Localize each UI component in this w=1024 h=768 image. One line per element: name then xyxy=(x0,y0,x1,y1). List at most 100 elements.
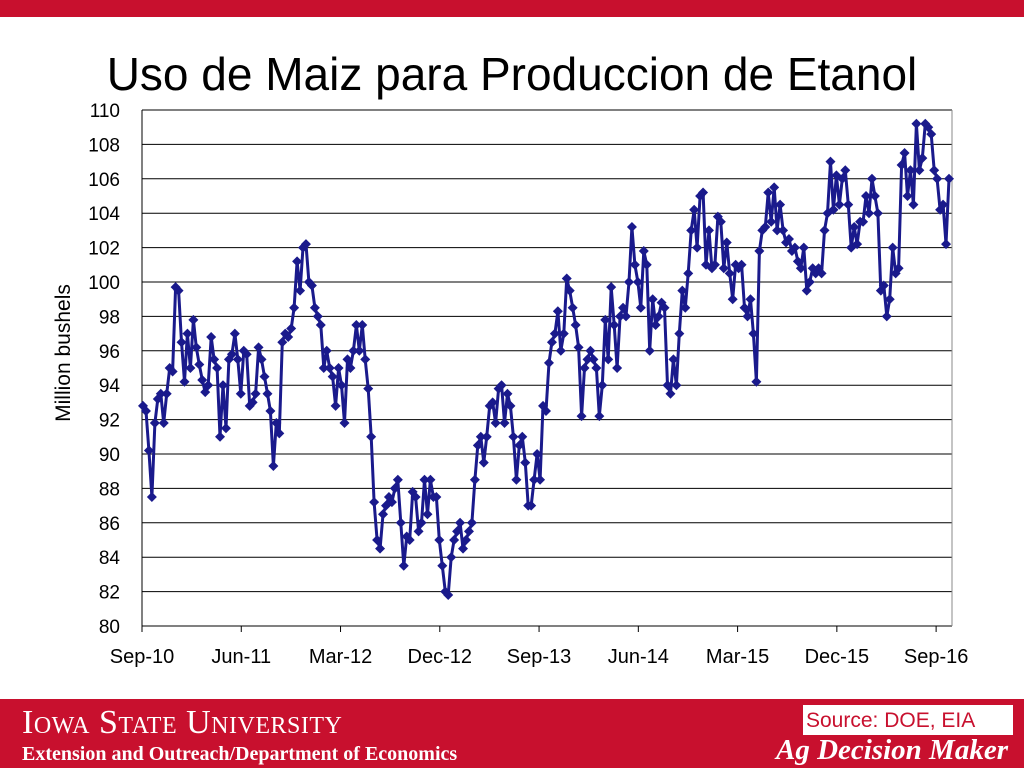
data-point xyxy=(748,328,759,339)
y-tick-label: 80 xyxy=(99,617,120,638)
data-point xyxy=(191,342,202,353)
data-point xyxy=(564,285,575,296)
data-point xyxy=(330,400,341,411)
data-point xyxy=(872,208,883,219)
x-tick-label: Mar-15 xyxy=(706,646,769,668)
data-point xyxy=(351,320,362,330)
data-point xyxy=(176,337,187,348)
data-point xyxy=(680,302,691,313)
data-point xyxy=(938,199,949,210)
data-point xyxy=(917,153,928,164)
data-point xyxy=(721,237,732,248)
data-point xyxy=(944,173,954,184)
data-point xyxy=(215,431,226,442)
data-point xyxy=(286,323,297,334)
data-point xyxy=(182,328,193,339)
data-point xyxy=(173,285,184,296)
university-name: Iowa State University xyxy=(22,704,343,741)
y-tick-label: 86 xyxy=(99,514,120,535)
data-point xyxy=(241,349,252,360)
data-point xyxy=(629,259,640,270)
data-point xyxy=(218,380,229,391)
data-point xyxy=(878,280,889,291)
data-point xyxy=(342,354,353,365)
x-tick-label: Dec-15 xyxy=(805,646,869,668)
data-point xyxy=(425,474,436,485)
data-point xyxy=(517,431,528,442)
data-point xyxy=(686,225,697,236)
data-point xyxy=(188,314,199,325)
data-point xyxy=(348,345,359,356)
data-point xyxy=(582,354,593,365)
data-point xyxy=(283,332,294,343)
y-tick-label: 92 xyxy=(99,411,120,432)
data-point xyxy=(392,474,403,485)
data-point xyxy=(751,376,762,387)
y-tick-label: 108 xyxy=(88,135,120,156)
data-point xyxy=(274,428,285,439)
data-point xyxy=(763,187,774,198)
data-point xyxy=(209,354,220,365)
data-point xyxy=(881,311,892,322)
data-point xyxy=(703,225,714,236)
data-point xyxy=(783,234,794,244)
data-point xyxy=(321,345,332,356)
data-point xyxy=(496,380,507,391)
data-point xyxy=(158,418,169,429)
data-point xyxy=(404,535,415,545)
y-tick-label: 88 xyxy=(99,479,120,500)
data-point xyxy=(724,268,735,279)
data-point xyxy=(635,302,646,313)
source-text: Source: DOE, EIA xyxy=(806,709,976,732)
data-point xyxy=(250,388,261,399)
y-tick-label: 98 xyxy=(99,307,120,328)
ethanol-corn-use-chart: 80 82 84 86 88 90 92 94 96 98 100 102 104 106 108 110 Se… xyxy=(52,101,968,668)
data-point xyxy=(434,535,445,545)
data-point xyxy=(858,216,869,227)
y-tick-label: 94 xyxy=(99,376,121,397)
data-point xyxy=(146,492,157,502)
data-point xyxy=(641,259,652,270)
data-point xyxy=(908,199,919,210)
slide-title: Uso de Maiz para Produccion de Etanol xyxy=(106,48,918,100)
data-point xyxy=(905,165,916,176)
x-tick-label: Sep-13 xyxy=(507,646,572,668)
data-point xyxy=(511,474,522,485)
x-tick-label: Jun-14 xyxy=(608,646,669,668)
data-point xyxy=(677,285,688,296)
data-point xyxy=(386,497,397,508)
data-point xyxy=(229,328,240,339)
data-point xyxy=(546,337,557,348)
data-point xyxy=(804,277,815,287)
data-point xyxy=(514,440,525,451)
x-tick-label: Jun-11 xyxy=(211,646,271,668)
y-tick-label: 100 xyxy=(88,273,120,294)
data-point xyxy=(220,423,231,434)
data-point xyxy=(416,517,427,528)
y-tick-label: 84 xyxy=(99,548,121,569)
data-point xyxy=(914,165,925,176)
data-point xyxy=(333,363,344,373)
data-point xyxy=(588,354,599,365)
data-point xyxy=(555,345,566,356)
data-point xyxy=(600,314,611,325)
data-point xyxy=(306,280,317,291)
data-point xyxy=(262,388,273,399)
y-tick-label: 90 xyxy=(99,445,120,466)
data-point xyxy=(795,263,806,274)
data-point xyxy=(206,332,217,343)
data-point xyxy=(167,366,178,377)
data-point xyxy=(603,354,614,365)
data-point xyxy=(727,294,738,305)
data-point xyxy=(194,359,205,370)
data-point xyxy=(837,173,848,184)
data-point xyxy=(653,311,664,322)
data-point xyxy=(692,242,703,253)
data-point xyxy=(185,363,196,373)
data-point xyxy=(606,282,617,293)
data-point xyxy=(143,445,154,456)
x-tick-label: Sep-10 xyxy=(110,646,175,668)
data-point xyxy=(638,246,649,257)
data-point xyxy=(520,457,531,468)
data-point xyxy=(541,406,551,416)
